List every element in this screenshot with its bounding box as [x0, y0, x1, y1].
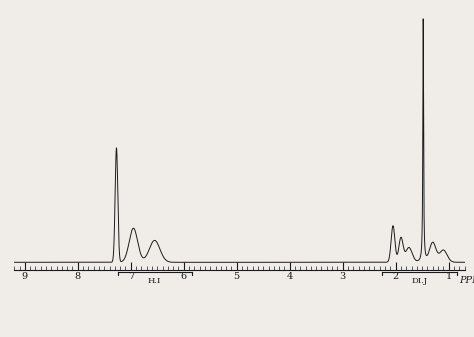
Text: H.I: H.I — [148, 277, 161, 285]
Text: PPM: PPM — [459, 276, 474, 285]
Text: DI.J: DI.J — [411, 277, 428, 285]
